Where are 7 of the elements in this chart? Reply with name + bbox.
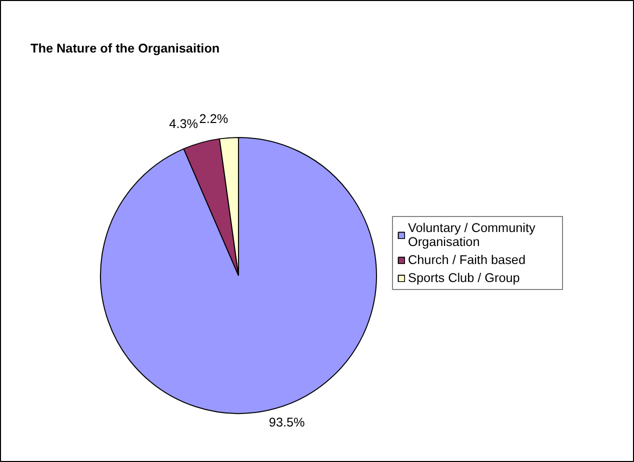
legend-label: Church / Faith based	[408, 253, 526, 267]
data-label: 4.3%	[169, 117, 198, 132]
legend-label: Sports Club / Group	[408, 271, 521, 285]
data-label: 2.2%	[199, 112, 228, 126]
chart-title: The Nature of the Organisaition	[30, 42, 220, 56]
legend-label: Voluntary / Community Organisation	[408, 221, 536, 249]
data-label: 93.5%	[268, 415, 305, 430]
